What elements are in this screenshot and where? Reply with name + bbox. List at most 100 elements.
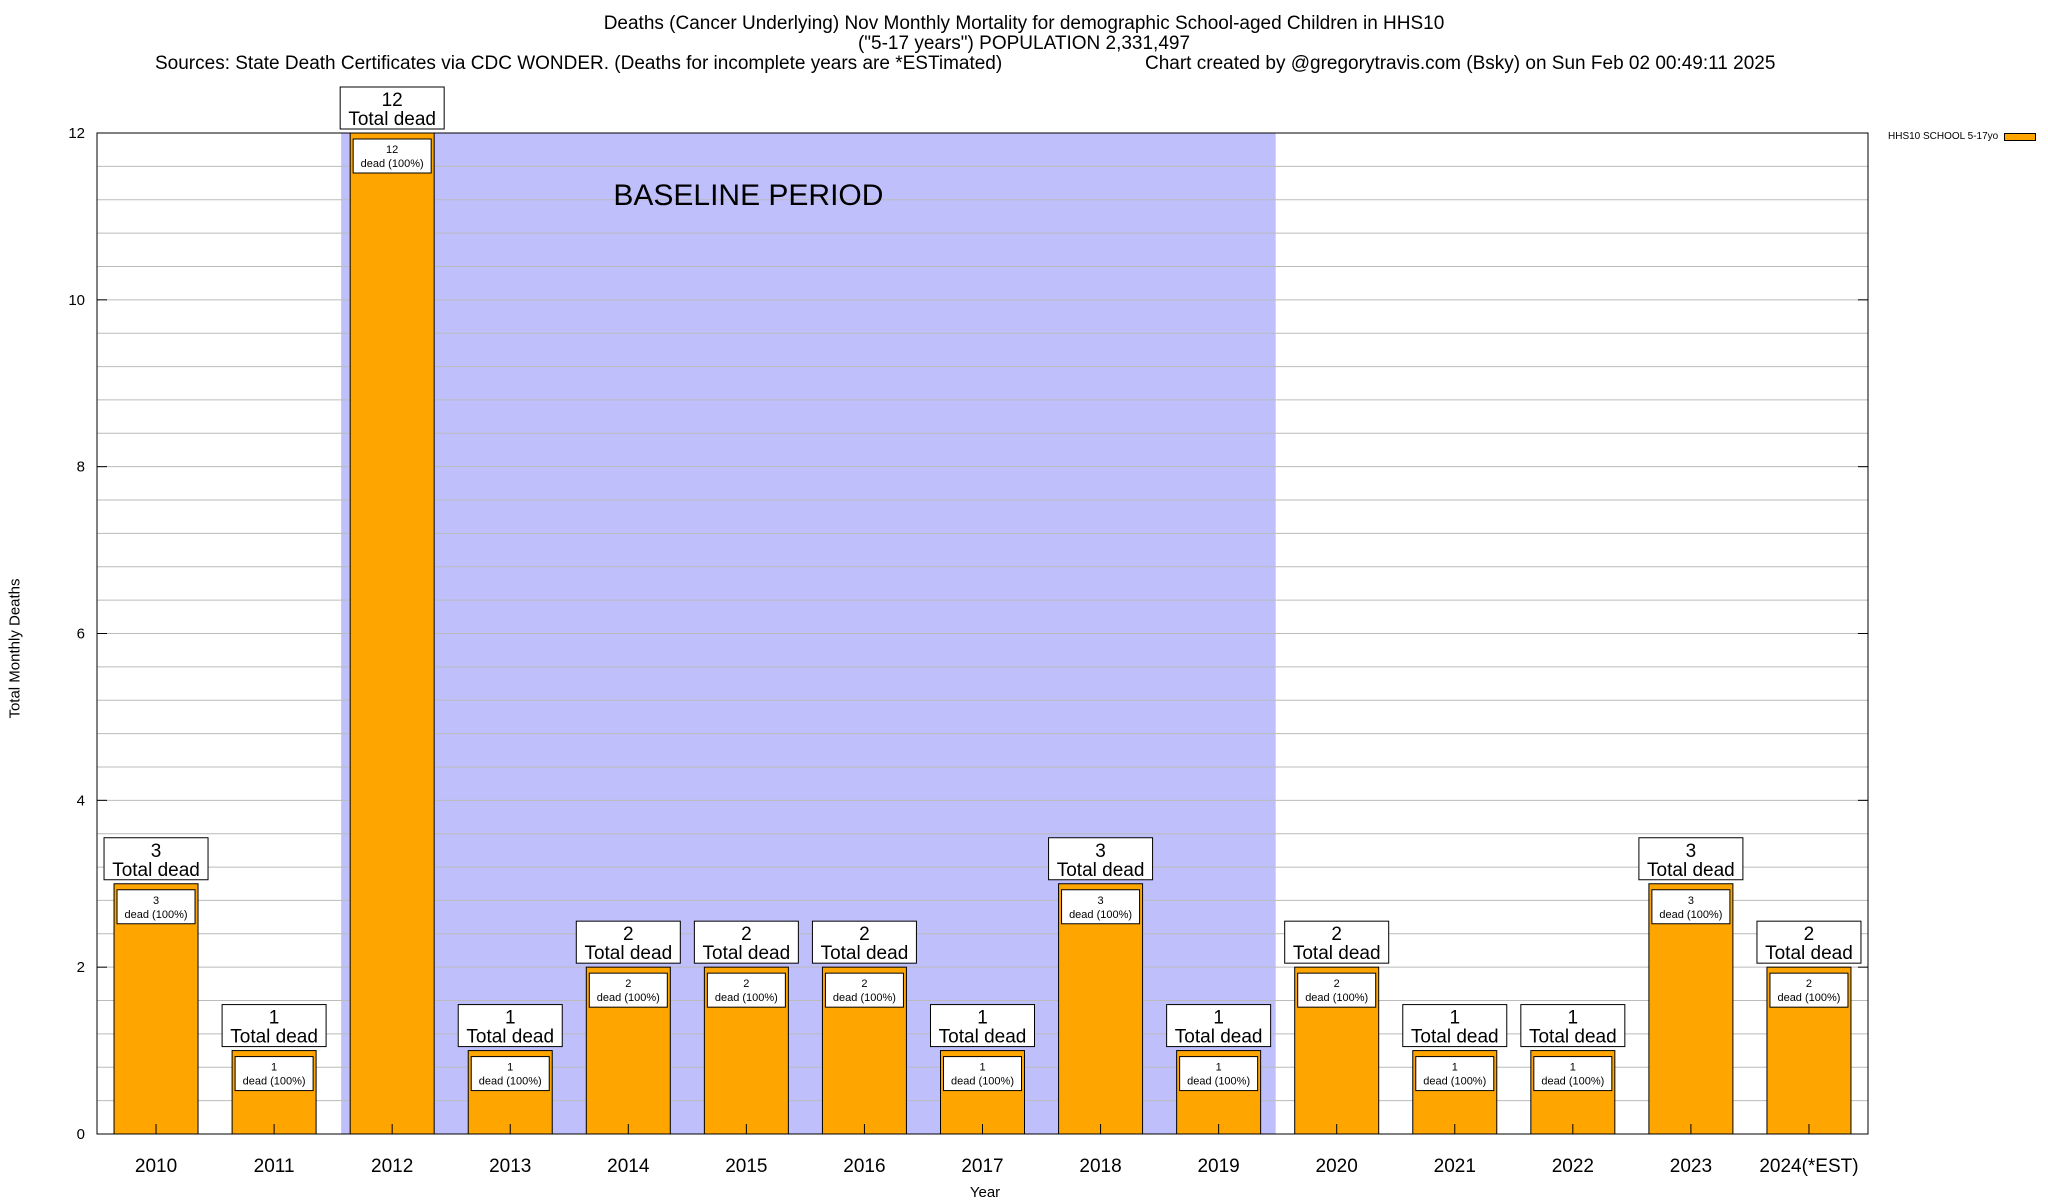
total-label-value: 2 <box>1804 924 1815 945</box>
x-tick-label: 2023 <box>1670 1156 1712 1177</box>
x-tick-label: 2019 <box>1197 1156 1239 1177</box>
y-tick-label: 10 <box>68 292 85 309</box>
x-tick-label: 2010 <box>135 1156 177 1177</box>
segment-label-box <box>706 972 786 1008</box>
total-label-value: 2 <box>1331 924 1342 945</box>
bar <box>1058 883 1144 1135</box>
segment-label-box <box>234 1056 314 1092</box>
y-tick-label: 4 <box>77 792 85 809</box>
total-label-box <box>930 1004 1035 1048</box>
segment-label-text: dead (100%) <box>243 1076 306 1088</box>
segment-label-value: 1 <box>1452 1062 1458 1074</box>
x-tick-label: 2015 <box>725 1156 767 1177</box>
y-tick-label: 0 <box>77 1126 85 1143</box>
segment-label-text: dead (100%) <box>597 992 660 1004</box>
segment-label-text: dead (100%) <box>1305 992 1368 1004</box>
total-label-box <box>457 1004 563 1048</box>
segment-label-text: dead (100%) <box>125 909 188 921</box>
total-label-value: 1 <box>1213 1008 1224 1029</box>
total-label-text: Total dead <box>1293 943 1381 964</box>
segment-label-box <box>1061 889 1141 925</box>
segment-label-value: 3 <box>153 895 159 907</box>
segment-label-box <box>1651 889 1731 925</box>
segment-label-box <box>1415 1056 1495 1092</box>
total-label-value: 3 <box>1095 841 1106 862</box>
legend-label: HHS10 SCHOOL 5-17yo <box>1888 131 1999 142</box>
segment-label-text: dead (100%) <box>1541 1076 1604 1088</box>
segment-label-box <box>470 1056 550 1092</box>
x-tick-label: 2012 <box>371 1156 413 1177</box>
total-label-box <box>339 86 445 130</box>
baseline-period-label: BASELINE PERIOD <box>613 179 883 212</box>
y-tick-label: 12 <box>68 125 85 142</box>
x-tick-label: 2018 <box>1079 1156 1121 1177</box>
y-axis-label: Total Monthly Deaths <box>6 578 24 719</box>
segment-label-value: 2 <box>625 978 631 990</box>
total-label-value: 2 <box>859 924 870 945</box>
x-tick-label: 2024(*EST) <box>1759 1156 1858 1177</box>
chart-title-line-2: ("5-17 years") POPULATION 2,331,497 <box>857 33 1191 54</box>
segment-label-text: dead (100%) <box>833 992 896 1004</box>
total-label-value: 1 <box>977 1008 988 1029</box>
bar <box>1648 883 1734 1135</box>
x-tick-label: 2017 <box>961 1156 1003 1177</box>
segment-label-value: 12 <box>386 144 398 156</box>
total-label-box <box>1284 920 1390 964</box>
x-tick-label: 2016 <box>843 1156 885 1177</box>
segment-label-text: dead (100%) <box>951 1076 1014 1088</box>
segment-label-box <box>588 972 668 1008</box>
y-tick-label: 6 <box>77 626 85 643</box>
segment-label-value: 2 <box>1806 978 1812 990</box>
segment-label-value: 1 <box>1216 1062 1222 1074</box>
legend: HHS10 SCHOOL 5-17yo <box>1888 131 2037 142</box>
total-label-text: Total dead <box>230 1027 318 1048</box>
total-label-text: Total dead <box>1529 1027 1617 1048</box>
x-tick-label: 2020 <box>1316 1156 1358 1177</box>
segment-label-value: 2 <box>861 978 867 990</box>
segment-label-text: dead (100%) <box>1777 992 1840 1004</box>
total-label-text: Total dead <box>584 943 672 964</box>
x-axis-label: Year <box>969 1184 1001 1201</box>
total-label-text: Total dead <box>1175 1027 1263 1048</box>
segment-label-box <box>1533 1056 1613 1092</box>
total-label-box <box>693 920 799 964</box>
segment-label-box <box>824 972 904 1008</box>
segment-label-value: 3 <box>1688 895 1694 907</box>
segment-label-box <box>943 1056 1022 1092</box>
segment-label-text: dead (100%) <box>361 158 424 170</box>
segment-label-box <box>1179 1056 1259 1092</box>
total-label-value: 3 <box>151 841 162 862</box>
total-label-box <box>1402 1004 1508 1048</box>
total-label-box <box>575 920 681 964</box>
chart-credit: Chart created by @gregorytravis.com (Bsk… <box>1145 53 1776 74</box>
total-label-text: Total dead <box>703 943 791 964</box>
x-tick-label: 2011 <box>254 1156 295 1177</box>
total-label-box <box>221 1004 327 1048</box>
total-label-box <box>103 837 209 881</box>
segment-label-value: 1 <box>1570 1062 1576 1074</box>
total-label-text: Total dead <box>348 109 436 130</box>
total-label-value: 12 <box>382 90 403 111</box>
x-tick-label: 2022 <box>1552 1156 1594 1177</box>
chart-sources: Sources: State Death Certificates via CD… <box>155 53 1003 74</box>
segment-label-text: dead (100%) <box>1423 1076 1486 1088</box>
total-label-box <box>1520 1004 1626 1048</box>
segment-label-value: 2 <box>743 978 749 990</box>
total-label-text: Total dead <box>1057 860 1145 881</box>
segment-label-text: dead (100%) <box>479 1076 542 1088</box>
x-tick-label: 2013 <box>489 1156 531 1177</box>
legend-swatch <box>2004 132 2037 141</box>
total-label-text: Total dead <box>112 860 200 881</box>
segment-label-value: 3 <box>1098 895 1104 907</box>
total-label-value: 2 <box>741 924 752 945</box>
segment-label-box <box>116 889 196 925</box>
total-label-box <box>1638 837 1744 881</box>
segment-label-value: 2 <box>1334 978 1340 990</box>
total-label-box <box>811 920 917 964</box>
total-label-value: 1 <box>1568 1008 1579 1029</box>
x-tick-label: 2021 <box>1434 1156 1476 1177</box>
segment-label-text: dead (100%) <box>715 992 778 1004</box>
total-label-text: Total dead <box>1765 943 1853 964</box>
segment-label-value: 1 <box>979 1062 985 1074</box>
